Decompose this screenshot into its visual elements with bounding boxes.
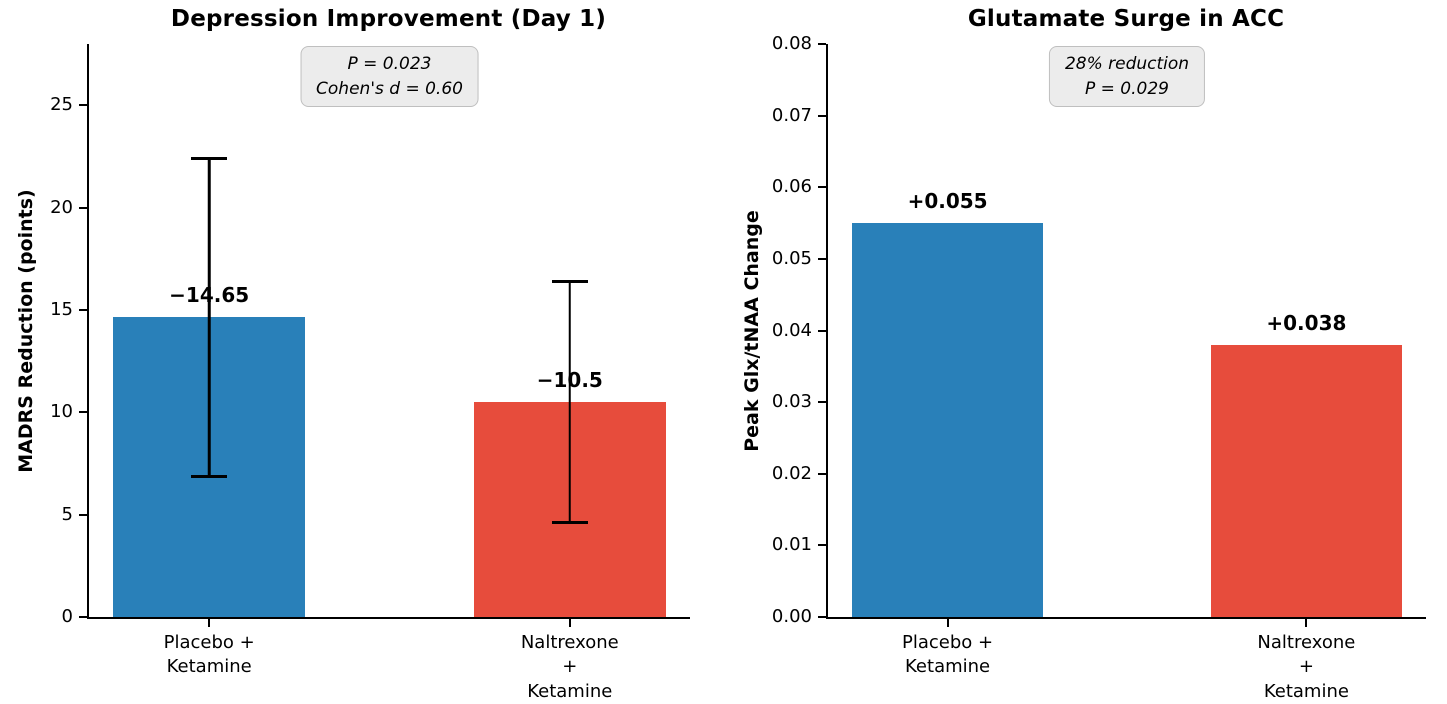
x-tick-label-naltrexone: Naltrexone + Ketamine bbox=[520, 632, 619, 702]
y-tick-mark bbox=[818, 257, 826, 260]
y-tick-mark bbox=[818, 472, 826, 475]
y-axis-label: MADRS Reduction (points) bbox=[15, 189, 37, 473]
bar-group-naltrexone-ketamine: −10.5 Naltrexone + Ketamine bbox=[473, 44, 666, 702]
y-tick-mark bbox=[818, 186, 826, 189]
glutamate-chart-panel: Glutamate Surge in ACC Peak Glx/tNAA Cha… bbox=[723, 0, 1447, 702]
y-tick-label: 20 bbox=[50, 196, 73, 218]
y-tick-label: 0 bbox=[61, 606, 73, 627]
y-tick-mark bbox=[818, 43, 826, 45]
annotation-line-p-value: P = 0.029 bbox=[1085, 78, 1169, 99]
error-bar bbox=[551, 280, 588, 524]
y-tick-label: 0.07 bbox=[771, 104, 812, 126]
y-tick-mark bbox=[79, 513, 87, 516]
y-tick-mark bbox=[79, 411, 87, 414]
bar-group-naltrexone-ketamine: +0.038 Naltrexone + Ketamine bbox=[1210, 44, 1403, 702]
stats-annotation-box: 28% reduction P = 0.029 bbox=[1048, 46, 1206, 108]
y-tick-label: 0.05 bbox=[771, 247, 812, 269]
chart-title: Glutamate Surge in ACC bbox=[967, 6, 1285, 32]
y-tick-label: 25 bbox=[50, 94, 73, 116]
annotation-line-effect-size: Cohen's d = 0.60 bbox=[316, 78, 463, 99]
x-tick-label-naltrexone: Naltrexone + Ketamine bbox=[1257, 632, 1356, 702]
error-bar-cap-bottom bbox=[551, 520, 588, 524]
bar-value-label: −14.65 bbox=[169, 283, 250, 308]
error-bar-line bbox=[207, 157, 211, 477]
bar-group-placebo-ketamine: −14.65 Placebo + Ketamine bbox=[113, 44, 306, 677]
error-bar-cap-bottom bbox=[191, 474, 228, 478]
bar-value-label: +0.055 bbox=[907, 189, 988, 214]
error-bar bbox=[191, 156, 228, 478]
annotation-line-p-value: P = 0.023 bbox=[347, 54, 432, 74]
error-bar-cap-top bbox=[191, 156, 228, 160]
x-tick-label-placebo: Placebo + Ketamine bbox=[163, 632, 255, 678]
error-bar-cap-top bbox=[551, 280, 588, 284]
y-tick-mark bbox=[818, 114, 826, 117]
depression-chart-panel: Depression Improvement (Day 1) MADRS Red… bbox=[0, 0, 723, 702]
y-tick-label: 0.00 bbox=[771, 606, 812, 627]
x-tick-mark bbox=[1305, 619, 1308, 627]
stats-annotation-box: P = 0.023 Cohen's d = 0.60 bbox=[300, 46, 479, 108]
bar-naltrexone-ketamine bbox=[1210, 344, 1403, 617]
plot-area: 28% reduction P = 0.029 +0.055 Placebo +… bbox=[772, 35, 1426, 702]
bar-group-placebo-ketamine: +0.055 Placebo + Ketamine bbox=[851, 44, 1044, 677]
y-tick-label: 5 bbox=[61, 503, 73, 525]
y-tick-label: 0.04 bbox=[771, 319, 812, 341]
bar-value-label: +0.038 bbox=[1266, 310, 1347, 335]
y-tick-label: 0.08 bbox=[771, 33, 812, 54]
bar-value-label: −10.5 bbox=[536, 368, 603, 393]
y-tick-mark bbox=[818, 329, 826, 332]
x-tick-mark bbox=[568, 619, 571, 627]
annotation-line-reduction: 28% reduction bbox=[1064, 54, 1190, 74]
y-tick-mark bbox=[818, 544, 826, 547]
plot-area: P = 0.023 Cohen's d = 0.60 −14.65 Placeb… bbox=[50, 44, 690, 702]
y-tick-mark bbox=[818, 401, 826, 404]
y-tick-label: 0.01 bbox=[771, 534, 812, 556]
y-tick-mark bbox=[79, 309, 87, 312]
y-tick-mark bbox=[79, 104, 87, 107]
y-axis-label: Peak Glx/tNAA Change bbox=[741, 210, 763, 452]
y-tick-label: 0.03 bbox=[771, 391, 812, 413]
error-bar-line bbox=[568, 281, 572, 523]
y-tick-label: 0.02 bbox=[771, 462, 812, 484]
x-tick-mark bbox=[208, 619, 211, 627]
y-tick-label: 0.06 bbox=[771, 176, 812, 198]
x-tick-label-placebo: Placebo + Ketamine bbox=[902, 632, 994, 678]
x-tick-mark bbox=[946, 619, 949, 627]
bar-placebo-ketamine bbox=[851, 223, 1044, 617]
y-tick-mark bbox=[818, 616, 826, 618]
chart-title: Depression Improvement (Day 1) bbox=[170, 6, 607, 32]
y-tick-mark bbox=[79, 206, 87, 209]
y-tick-label: 15 bbox=[50, 299, 73, 321]
y-tick-mark bbox=[79, 616, 87, 618]
y-tick-label: 10 bbox=[50, 401, 73, 423]
